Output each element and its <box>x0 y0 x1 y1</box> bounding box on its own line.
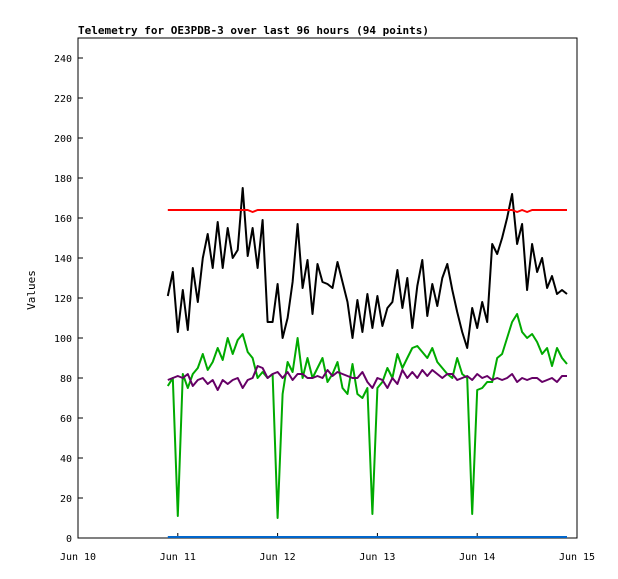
x-axis: Jun 10 Jun 11 Jun 12 Jun 13 Jun 14 Jun 15 <box>60 533 595 563</box>
x-tick-label: Jun 15 <box>559 552 595 563</box>
chart-title: Telemetry for OE3PDB-3 over last 96 hour… <box>78 24 429 37</box>
x-tick-label: Jun 10 <box>60 552 96 563</box>
y-tick-label: 140 <box>54 254 72 265</box>
series-line-red <box>167 209 567 213</box>
y-tick-label: 120 <box>54 294 72 305</box>
y-tick-label: 40 <box>60 454 72 465</box>
x-tick-label: Jun 14 <box>459 552 495 563</box>
plot-frame <box>77 37 578 539</box>
y-axis-label: Values <box>25 270 38 310</box>
y-tick-label: 240 <box>54 54 72 65</box>
y-tick-label: 180 <box>54 174 72 185</box>
x-tick-label: Jun 13 <box>359 552 395 563</box>
y-tick-label: 0 <box>66 534 72 545</box>
series-layer <box>166 187 568 538</box>
x-tick-label: Jun 12 <box>260 552 296 563</box>
y-tick-label: 60 <box>60 414 72 425</box>
series-line-green <box>166 313 568 519</box>
y-tick-label: 100 <box>54 334 72 345</box>
y-tick-label: 160 <box>54 214 72 225</box>
y-tick-label: 80 <box>60 374 72 385</box>
series-line-purple <box>167 365 567 391</box>
series-line-black <box>166 187 568 349</box>
y-tick-label: 220 <box>54 94 72 105</box>
y-axis: 0 20 40 60 80 100 120 140 160 180 200 220 240 <box>54 54 83 545</box>
y-tick-label: 20 <box>60 494 72 505</box>
x-tick-label: Jun 11 <box>160 552 196 563</box>
y-tick-label: 200 <box>54 134 72 145</box>
